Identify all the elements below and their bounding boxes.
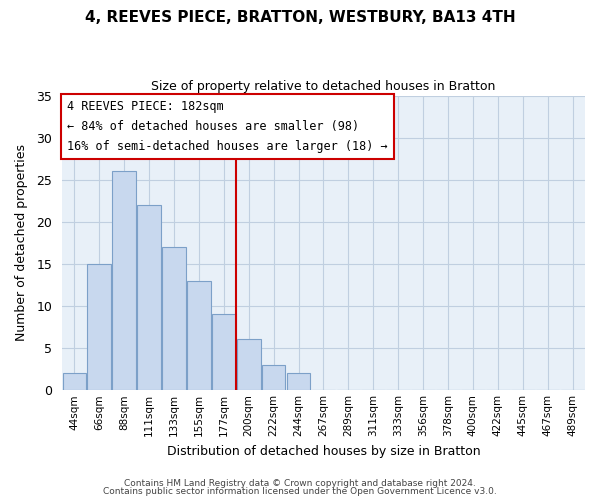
- Bar: [212, 314, 236, 390]
- Bar: [88, 264, 111, 390]
- Bar: [187, 280, 211, 390]
- Bar: [62, 373, 86, 390]
- Bar: [112, 171, 136, 390]
- X-axis label: Distribution of detached houses by size in Bratton: Distribution of detached houses by size …: [167, 444, 480, 458]
- Text: 4, REEVES PIECE, BRATTON, WESTBURY, BA13 4TH: 4, REEVES PIECE, BRATTON, WESTBURY, BA13…: [85, 10, 515, 25]
- Text: Contains public sector information licensed under the Open Government Licence v3: Contains public sector information licen…: [103, 487, 497, 496]
- Text: 4 REEVES PIECE: 182sqm
← 84% of detached houses are smaller (98)
16% of semi-det: 4 REEVES PIECE: 182sqm ← 84% of detached…: [67, 100, 388, 153]
- Text: Contains HM Land Registry data © Crown copyright and database right 2024.: Contains HM Land Registry data © Crown c…: [124, 478, 476, 488]
- Y-axis label: Number of detached properties: Number of detached properties: [15, 144, 28, 341]
- Bar: [137, 205, 161, 390]
- Bar: [262, 364, 286, 390]
- Bar: [287, 373, 310, 390]
- Title: Size of property relative to detached houses in Bratton: Size of property relative to detached ho…: [151, 80, 496, 93]
- Bar: [162, 247, 186, 390]
- Bar: [237, 340, 260, 390]
